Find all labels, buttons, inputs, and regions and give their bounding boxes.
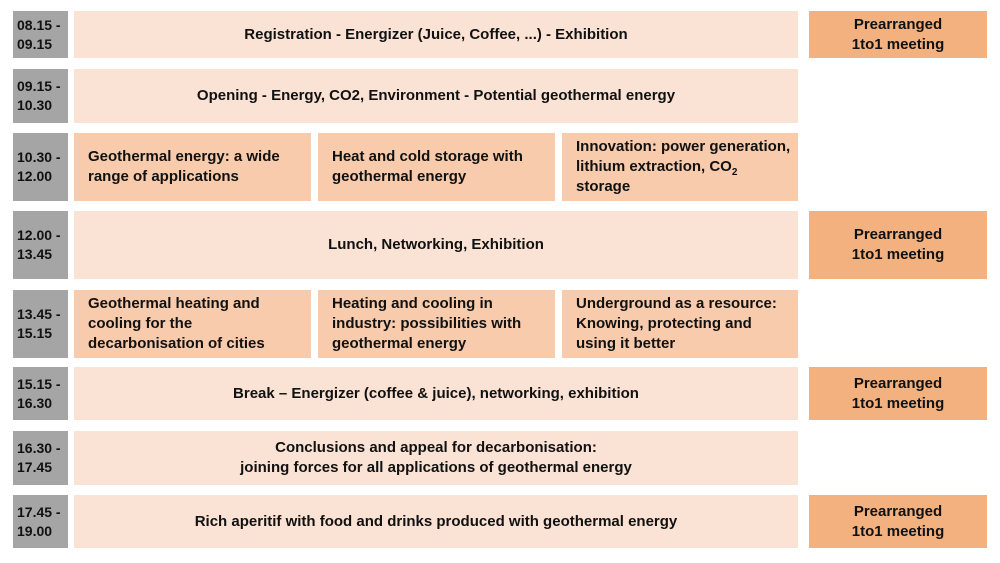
- agenda-item-break: Break – Energizer (coffee & juice), netw…: [74, 367, 798, 420]
- agenda-item-conclusions: Conclusions and appeal for decarbonisati…: [74, 431, 798, 485]
- agenda-item-lunch: Lunch, Networking, Exhibition: [74, 211, 798, 279]
- time-slot-6: 15.15 -16.30: [13, 367, 68, 420]
- session-innovation: Innovation: power generation, lithium ex…: [562, 133, 798, 201]
- time-slot-8: 17.45 -19.00: [13, 495, 68, 548]
- time-slot-4: 12.00 -13.45: [13, 211, 68, 279]
- prearranged-meeting-1: Prearranged 1to1 meeting: [809, 11, 987, 58]
- time-slot-7: 16.30 -17.45: [13, 431, 68, 485]
- agenda-item-opening: Opening - Energy, CO2, Environment - Pot…: [74, 69, 798, 123]
- time-slot-5: 13.45 -15.15: [13, 290, 68, 358]
- time-slot-3: 10.30 -12.00: [13, 133, 68, 201]
- session-heating-cooling-cities: Geothermal heating and cooling for the d…: [74, 290, 311, 358]
- session-industry: Heating and cooling in industry: possibi…: [318, 290, 555, 358]
- time-slot-2: 09.15 -10.30: [13, 69, 68, 123]
- session-geothermal-applications: Geothermal energy: a wide range of appli…: [74, 133, 311, 201]
- agenda-item-aperitif: Rich aperitif with food and drinks produ…: [74, 495, 798, 548]
- session-underground-resource: Underground as a resource: Knowing, prot…: [562, 290, 798, 358]
- session-heat-cold-storage: Heat and cold storage with geothermal en…: [318, 133, 555, 201]
- prearranged-meeting-3: Prearranged 1to1 meeting: [809, 367, 987, 420]
- prearranged-meeting-4: Prearranged 1to1 meeting: [809, 495, 987, 548]
- prearranged-meeting-2: Prearranged 1to1 meeting: [809, 211, 987, 279]
- agenda-item-registration: Registration - Energizer (Juice, Coffee,…: [74, 11, 798, 58]
- time-slot-1: 08.15 -09.15: [13, 11, 68, 58]
